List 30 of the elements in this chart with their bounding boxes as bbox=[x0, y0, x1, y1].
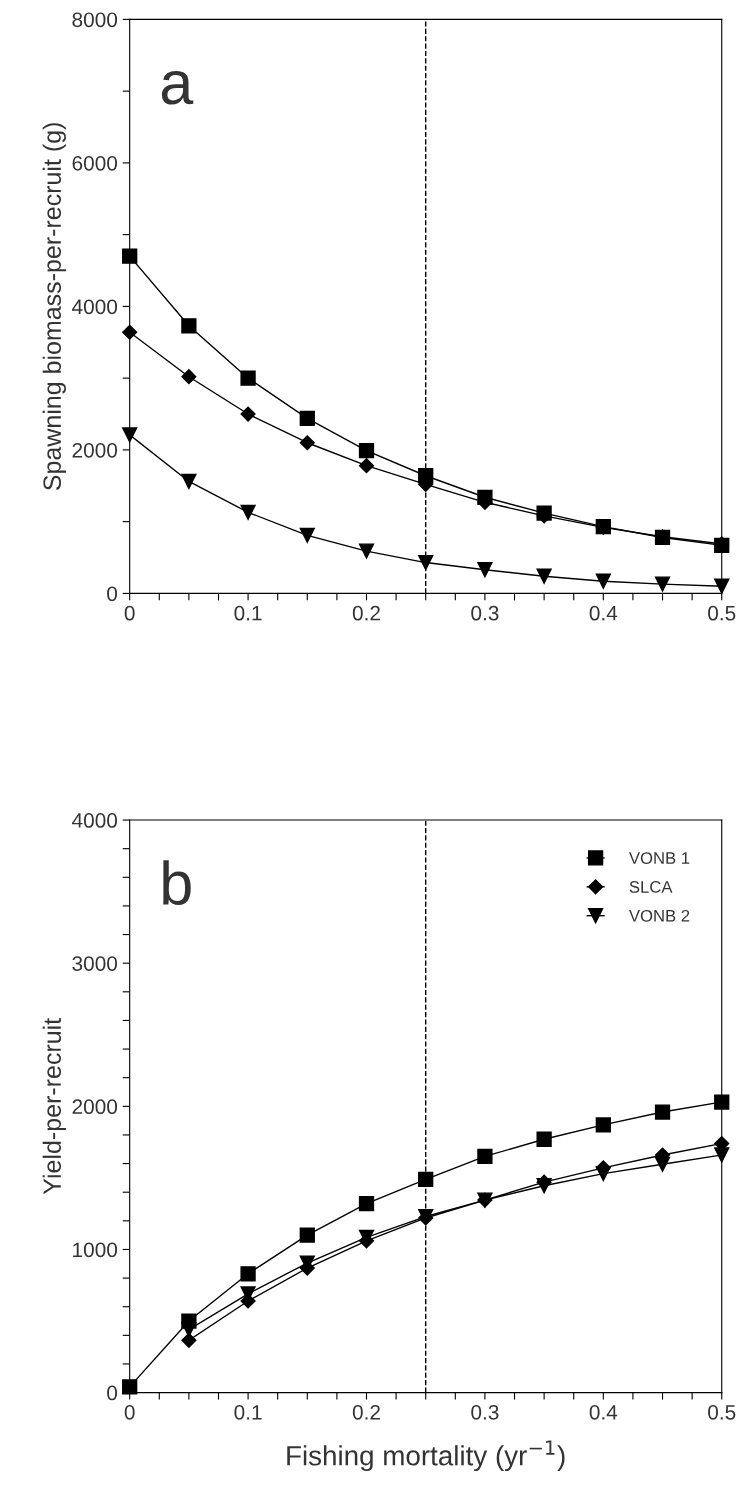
x-tick-label: 0 bbox=[124, 605, 135, 621]
annotation: a bbox=[161, 70, 194, 105]
legend-label: SLCA bbox=[629, 881, 673, 893]
x-tick-label: 0.5 bbox=[708, 605, 736, 621]
x-tick-label: 0 bbox=[124, 1404, 135, 1420]
y-tick-label: 4000 bbox=[72, 299, 118, 315]
x-tick-label: 0.4 bbox=[589, 605, 618, 621]
x-tick-label: 0.4 bbox=[589, 1404, 618, 1420]
x-tick-label: 0.3 bbox=[471, 1404, 499, 1420]
x-tick-label: 0.2 bbox=[352, 605, 380, 621]
y-tick-label: 6000 bbox=[72, 155, 118, 171]
x-tick-label: 0.3 bbox=[471, 605, 499, 621]
x-tick-label: 0.2 bbox=[352, 1404, 380, 1420]
x-tick-label: 0.1 bbox=[234, 1404, 262, 1420]
y-axis-title: Yield-per-recruit bbox=[42, 1018, 66, 1195]
y-tick-label: 2000 bbox=[72, 442, 118, 458]
y-tick-label: 2000 bbox=[72, 1099, 118, 1115]
legend-label: VONB 2 bbox=[629, 909, 690, 922]
y-tick-label: 1000 bbox=[73, 1242, 118, 1258]
y-tick-label: 0 bbox=[107, 586, 118, 602]
x-tick-label: 0.5 bbox=[708, 1404, 736, 1420]
legend-label: VONB 1 bbox=[629, 852, 690, 864]
y-tick-label: 4000 bbox=[72, 813, 118, 828]
x-axis-title: Fishing mortality (yr$^{−1}$) bbox=[287, 1440, 565, 1472]
annotation: b bbox=[163, 860, 191, 906]
x-tick-label: 0.1 bbox=[234, 605, 262, 621]
y-tick-label: 3000 bbox=[72, 956, 118, 971]
y-axis-title: Spawning biomass-per-recruit (g) bbox=[42, 123, 66, 491]
y-tick-label: 8000 bbox=[72, 12, 118, 28]
y-tick-label: 0 bbox=[107, 1385, 118, 1401]
